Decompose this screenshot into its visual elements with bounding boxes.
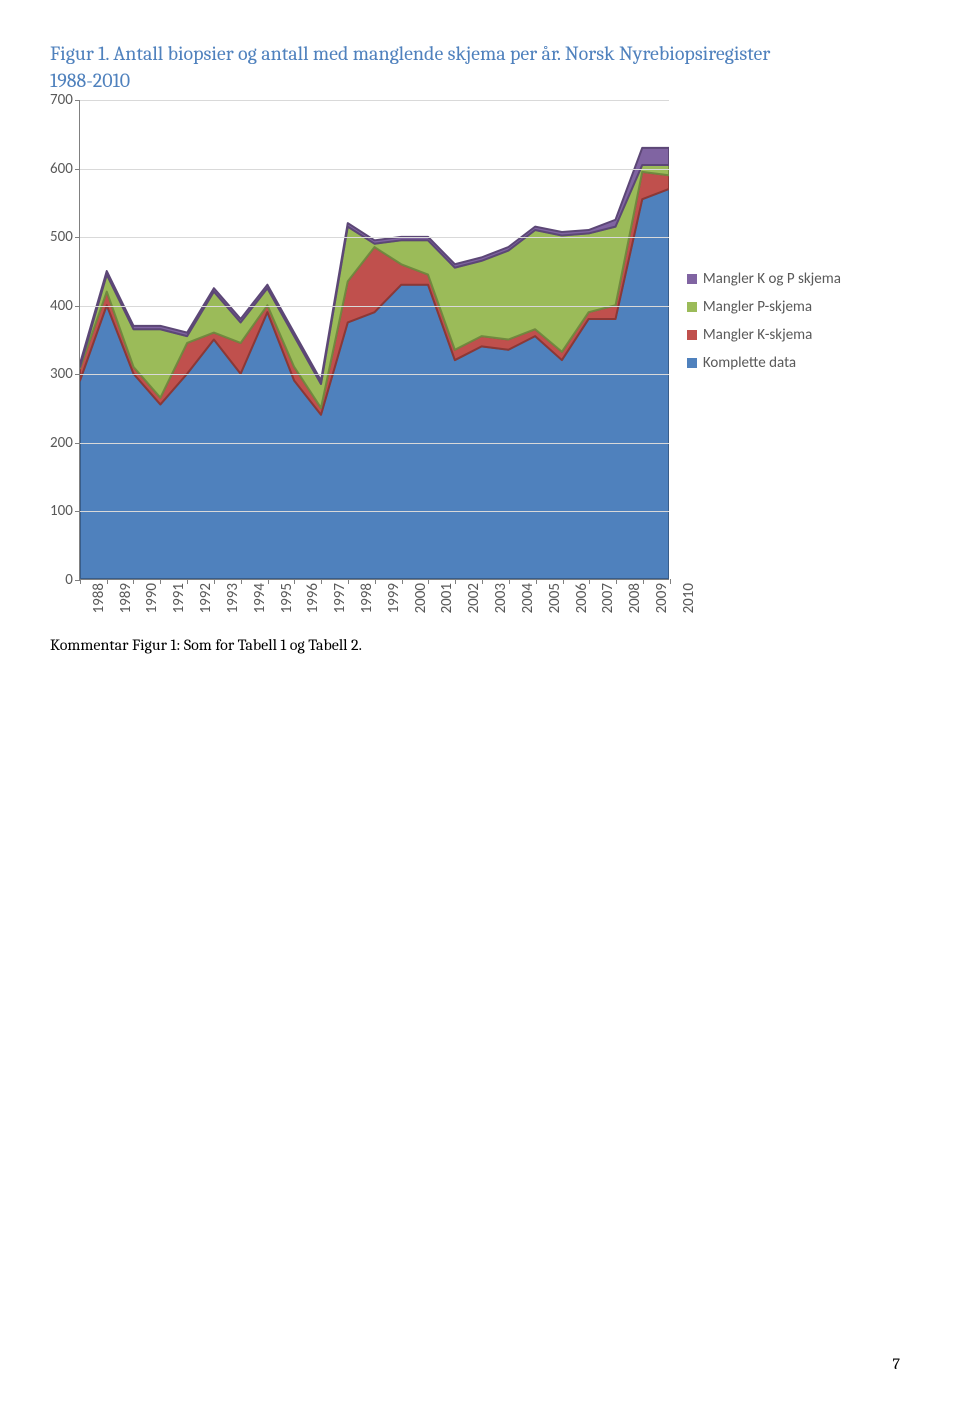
legend-item-komplette: Komplette data: [687, 354, 841, 372]
legend-swatch: [687, 274, 697, 284]
x-tick-label: 2005: [546, 583, 564, 623]
y-tick-mark: [75, 443, 80, 444]
x-tick-mark: [536, 579, 537, 584]
x-tick-mark: [241, 579, 242, 584]
x-axis: 1988198919901991199219931994199519961997…: [80, 579, 669, 619]
x-tick-label: 2008: [626, 583, 644, 623]
legend-item-mangler_kp: Mangler K og P skjema: [687, 270, 841, 288]
x-tick-mark: [428, 579, 429, 584]
x-tick-mark: [187, 579, 188, 584]
legend-swatch: [687, 302, 697, 312]
gridline: [80, 237, 669, 238]
chart-container: 7006005004003002001000 19881989199019911…: [50, 100, 920, 580]
x-tick-label: 1992: [197, 583, 215, 623]
y-tick-mark: [75, 100, 80, 101]
x-tick-mark: [160, 579, 161, 584]
figure-title-line2: 1988-2010: [50, 69, 130, 92]
y-tick-mark: [75, 511, 80, 512]
x-tick-label: 2002: [465, 583, 483, 623]
x-tick-label: 2006: [573, 583, 591, 623]
x-tick-mark: [80, 579, 81, 584]
x-tick-mark: [509, 579, 510, 584]
gridline: [80, 374, 669, 375]
gridline: [80, 100, 669, 101]
y-tick-mark: [75, 306, 80, 307]
x-tick-mark: [643, 579, 644, 584]
x-tick-mark: [670, 579, 671, 584]
x-tick-label: 1989: [117, 583, 135, 623]
x-tick-mark: [589, 579, 590, 584]
x-tick-label: 1990: [143, 583, 161, 623]
x-tick-mark: [375, 579, 376, 584]
page-number: 7: [892, 1355, 900, 1373]
legend: Mangler K og P skjema Mangler P-skjema Man…: [687, 270, 841, 382]
figure-title: Figur 1. Antall biopsier og antall med m…: [50, 40, 920, 94]
gridline: [80, 443, 669, 444]
gridline: [80, 306, 669, 307]
y-axis: 7006005004003002001000: [50, 100, 79, 580]
x-tick-label: 2004: [519, 583, 537, 623]
x-tick-label: 1993: [224, 583, 242, 623]
legend-item-mangler_p: Mangler P-skjema: [687, 298, 841, 316]
legend-label: Komplette data: [703, 354, 796, 372]
x-tick-label: 1994: [251, 583, 269, 623]
gridline: [80, 169, 669, 170]
x-tick-label: 1997: [331, 583, 349, 623]
x-tick-mark: [348, 579, 349, 584]
x-tick-mark: [321, 579, 322, 584]
x-tick-label: 2001: [438, 583, 456, 623]
x-tick-mark: [563, 579, 564, 584]
x-tick-label: 2003: [492, 583, 510, 623]
legend-label: Mangler P-skjema: [703, 298, 812, 316]
legend-swatch: [687, 330, 697, 340]
x-tick-label: 1998: [358, 583, 376, 623]
x-tick-mark: [402, 579, 403, 584]
stacked-area-svg: [80, 100, 669, 579]
x-tick-mark: [268, 579, 269, 584]
x-tick-label: 1991: [170, 583, 188, 623]
x-tick-mark: [107, 579, 108, 584]
x-tick-label: 2007: [599, 583, 617, 623]
x-tick-label: 1999: [385, 583, 403, 623]
plot-area: 1988198919901991199219931994199519961997…: [79, 100, 669, 580]
x-tick-label: 2000: [412, 583, 430, 623]
x-tick-mark: [214, 579, 215, 584]
gridline: [80, 511, 669, 512]
y-tick-mark: [75, 237, 80, 238]
legend-label: Mangler K og P skjema: [703, 270, 841, 288]
x-tick-label: 1996: [304, 583, 322, 623]
x-tick-label: 2010: [680, 583, 698, 623]
figure-title-line1: Figur 1. Antall biopsier og antall med m…: [50, 42, 770, 65]
x-tick-mark: [455, 579, 456, 584]
x-tick-label: 1995: [278, 583, 296, 623]
x-tick-mark: [133, 579, 134, 584]
x-tick-mark: [616, 579, 617, 584]
legend-label: Mangler K-skjema: [703, 326, 813, 344]
y-tick-mark: [75, 169, 80, 170]
legend-swatch: [687, 358, 697, 368]
x-tick-label: 1988: [90, 583, 108, 623]
x-tick-mark: [482, 579, 483, 584]
y-tick-mark: [75, 580, 80, 581]
y-tick-mark: [75, 374, 80, 375]
x-tick-mark: [294, 579, 295, 584]
x-tick-label: 2009: [653, 583, 671, 623]
legend-item-mangler_k: Mangler K-skjema: [687, 326, 841, 344]
figure-caption: Kommentar Figur 1: Som for Tabell 1 og T…: [50, 636, 920, 654]
